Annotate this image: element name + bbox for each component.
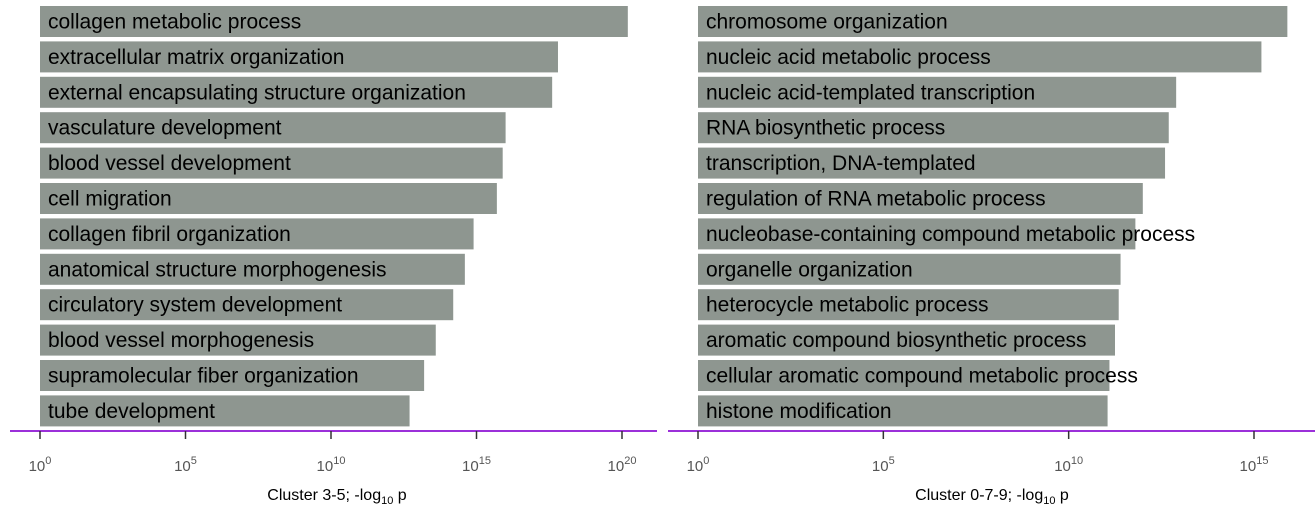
bar-2-5 (698, 147, 1166, 179)
bar-label-2-10: aromatic compound biosynthetic process (706, 329, 1087, 352)
bar-label-2-4: RNA biosynthetic process (706, 117, 945, 140)
bar-1-9 (40, 289, 454, 321)
x-tick-label-1-3: 1010 (317, 455, 346, 475)
bar-label-2-8: organelle organization (706, 258, 913, 281)
bar-2-9 (698, 289, 1119, 321)
bar-label-1-9: circulatory system development (48, 294, 342, 317)
bar-label-2-12: histone modification (706, 400, 892, 423)
bar-label-1-1: collagen metabolic process (48, 11, 301, 34)
bar-2-2 (698, 41, 1262, 73)
bar-1-11 (40, 360, 425, 391)
bar-2-11 (698, 360, 1110, 391)
bar-2-12 (698, 395, 1108, 427)
bar-label-2-3: nucleic acid-templated transcription (706, 81, 1035, 104)
chart-panel-2: chromosome organization nucleic acid meta… (668, 6, 1315, 507)
bar-label-1-10: blood vessel morphogenesis (48, 329, 314, 352)
bar-label-2-1: chromosome organization (706, 11, 948, 34)
bar-2-6 (698, 183, 1143, 214)
bar-label-1-5: blood vessel development (48, 152, 291, 175)
bar-label-1-12: tube development (48, 400, 215, 423)
bar-2-3 (698, 76, 1177, 108)
x-axis-title-2: Cluster 0-7-9; -log10 p (915, 487, 1069, 507)
bar-label-2-5: transcription, DNA-templated (706, 152, 976, 175)
bar-label-1-4: vasculature development (48, 117, 282, 140)
bar-1-2 (40, 41, 558, 73)
bar-label-2-2: nucleic acid metabolic process (706, 46, 991, 69)
bar-1-5 (40, 147, 503, 179)
bar-1-6 (40, 183, 497, 214)
x-tick-label-2-3: 1010 (1054, 455, 1083, 475)
x-tick-label-2-1: 100 (687, 455, 710, 475)
bar-label-1-7: collagen fibril organization (48, 223, 291, 246)
bar-label-2-9: heterocycle metabolic process (706, 294, 988, 317)
x-axis-title-1: Cluster 3-5; -log10 p (267, 487, 407, 507)
bar-1-12 (40, 395, 410, 427)
x-tick-label-1-5: 1020 (608, 455, 637, 475)
bar-2-4 (698, 112, 1169, 144)
bar-2-7 (698, 218, 1136, 250)
bar-label-1-6: cell migration (48, 188, 172, 211)
x-tick-label-2-2: 105 (872, 455, 895, 475)
bar-1-8 (40, 253, 465, 285)
bar-label-1-2: extracellular matrix organization (48, 46, 344, 69)
chart-panel-1: collagen metabolic process extracellular … (10, 6, 657, 507)
bar-2-10 (698, 324, 1115, 356)
bar-label-1-11: supramolecular fiber organization (48, 365, 359, 388)
x-tick-label-1-2: 105 (174, 455, 197, 475)
bar-1-1 (40, 6, 628, 37)
bar-1-7 (40, 218, 474, 250)
bar-1-4 (40, 112, 506, 144)
bar-label-2-6: regulation of RNA metabolic process (706, 188, 1046, 211)
x-tick-label-1-1: 100 (29, 455, 52, 475)
x-tick-label-2-4: 1015 (1240, 455, 1269, 475)
bar-1-10 (40, 324, 436, 356)
bar-label-2-7: nucleobase-containing compound metabolic… (706, 223, 1195, 246)
bar-label-1-8: anatomical structure morphogenesis (48, 258, 387, 281)
bar-2-8 (698, 253, 1121, 285)
bar-label-2-11: cellular aromatic compound metabolic pro… (706, 365, 1138, 388)
bar-label-1-3: external encapsulating structure organiz… (48, 81, 466, 104)
bar-2-1 (698, 6, 1288, 37)
x-tick-label-1-4: 1015 (462, 455, 491, 475)
bar-1-3 (40, 76, 553, 108)
